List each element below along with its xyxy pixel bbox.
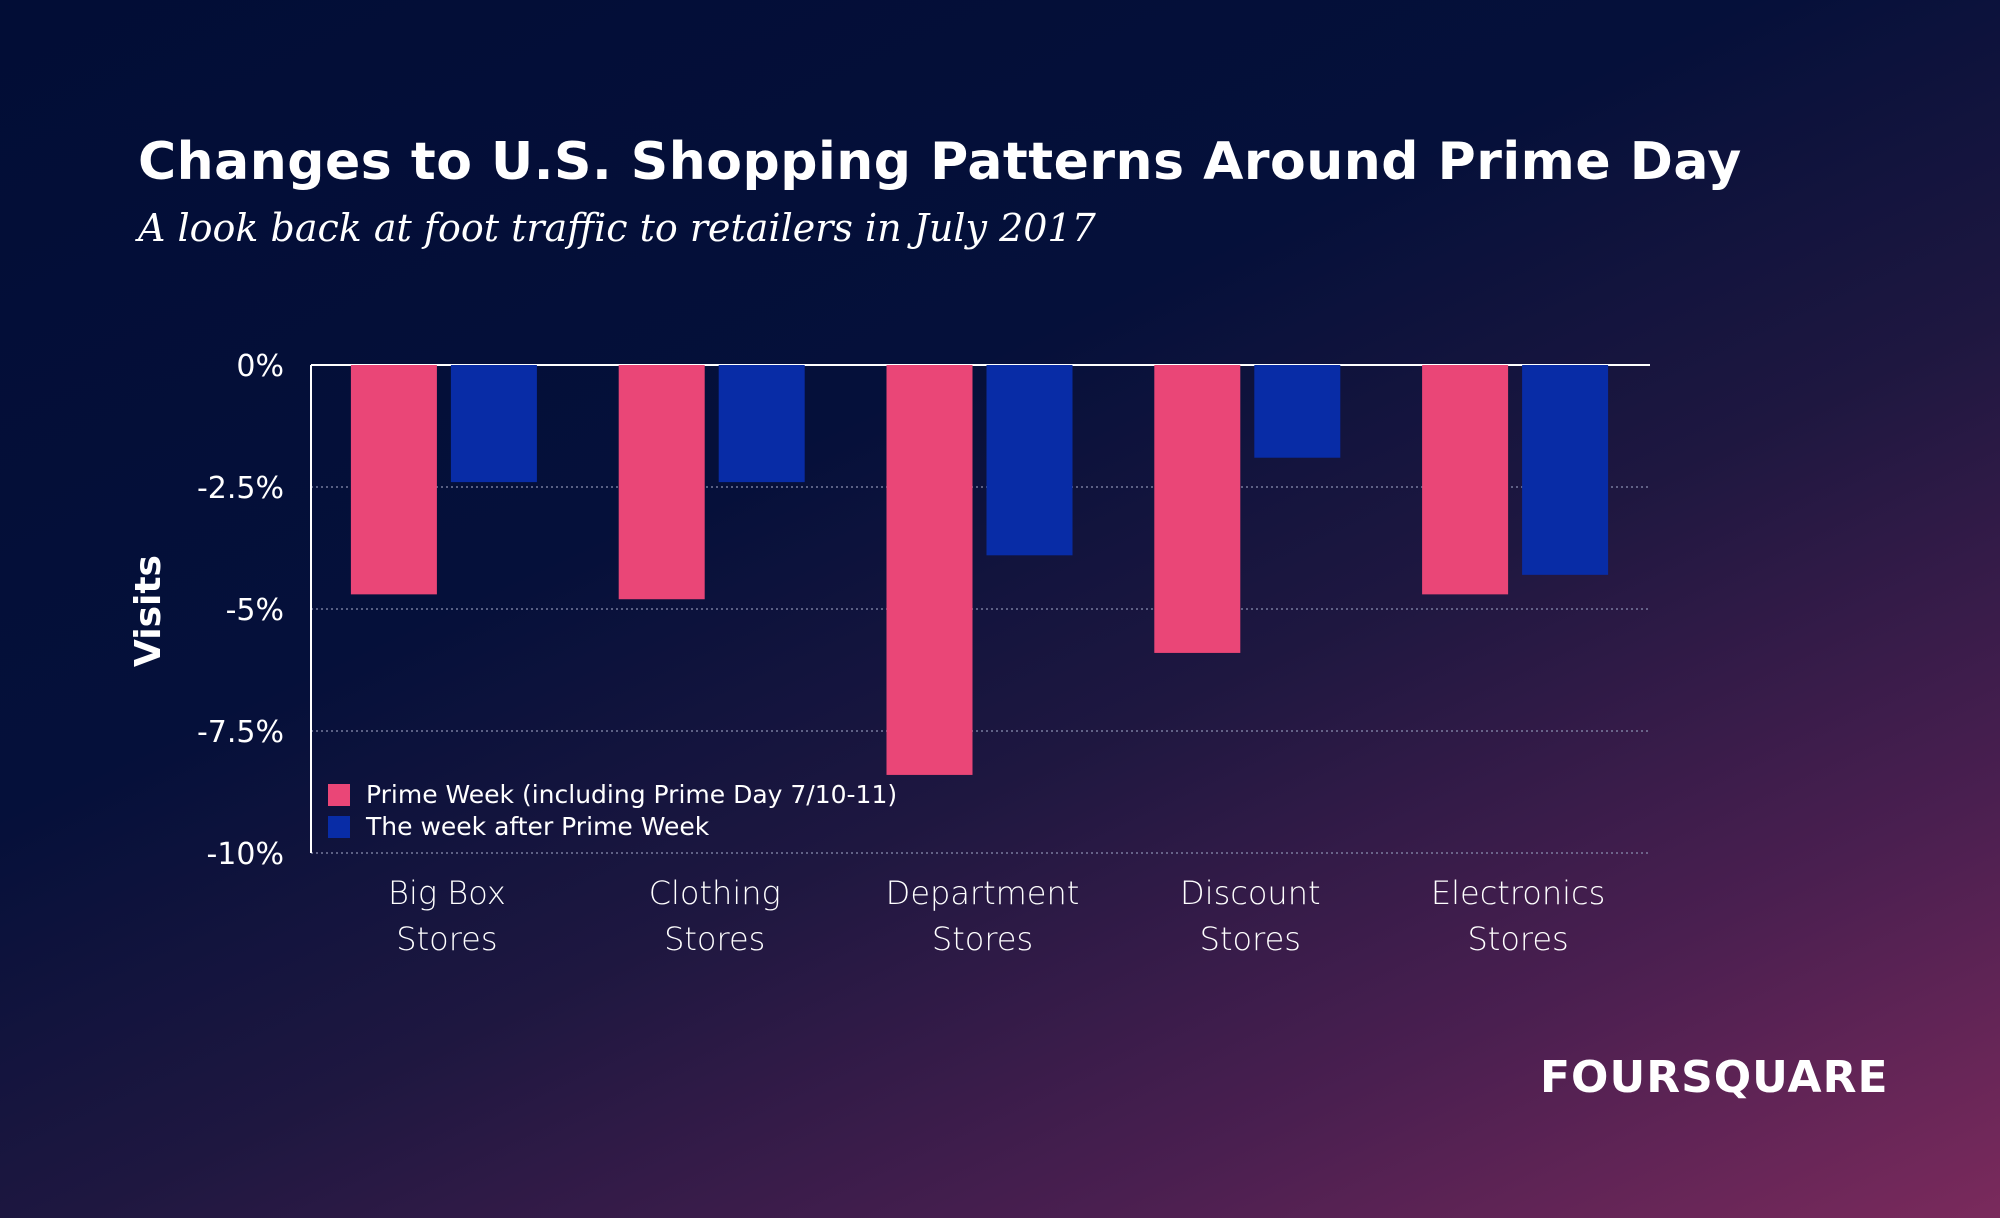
x-category-label: Big Box	[388, 874, 506, 912]
bar-prime-week	[886, 365, 973, 775]
bar-week-after	[450, 365, 537, 483]
chart-subtitle: A look back at foot traffic to retailers…	[138, 206, 1096, 250]
legend-swatch	[328, 816, 350, 838]
legend-label: Prime Week (including Prime Day 7/10-11)	[366, 780, 897, 809]
legend-swatch	[328, 784, 350, 806]
x-category-label: Clothing	[649, 874, 781, 912]
bar-week-after	[986, 365, 1073, 556]
y-tick-label: -5%	[226, 593, 284, 628]
x-category-label: Electronics	[1431, 874, 1605, 912]
bar-week-after	[718, 365, 805, 483]
x-category-label: Stores	[396, 920, 497, 958]
y-tick-label: -2.5%	[197, 471, 284, 506]
chart-title: Changes to U.S. Shopping Patterns Around…	[138, 132, 1742, 192]
bar-week-after	[1522, 365, 1609, 575]
legend-label: The week after Prime Week	[365, 812, 710, 841]
x-category-label: Department	[886, 874, 1080, 912]
bar-week-after	[1254, 365, 1341, 458]
y-tick-label: 0%	[236, 349, 284, 384]
foursquare-logo: FOURSQUARE	[1540, 1052, 1889, 1103]
x-category-label: Stores	[1467, 920, 1568, 958]
x-category-label: Stores	[664, 920, 765, 958]
x-category-label: Stores	[932, 920, 1033, 958]
x-category-label: Discount	[1180, 874, 1320, 912]
bar-prime-week	[350, 365, 437, 595]
bar-prime-week	[618, 365, 705, 600]
y-tick-label: -10%	[206, 837, 284, 872]
bar-prime-week	[1422, 365, 1509, 595]
x-category-label: Stores	[1200, 920, 1301, 958]
bar-prime-week	[1154, 365, 1241, 653]
y-axis-title: Visits	[128, 555, 169, 667]
y-tick-label: -7.5%	[197, 715, 284, 750]
